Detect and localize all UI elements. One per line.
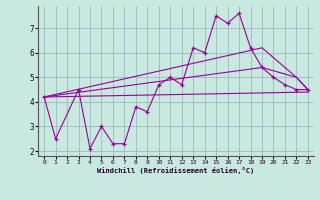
X-axis label: Windchill (Refroidissement éolien,°C): Windchill (Refroidissement éolien,°C)	[97, 167, 255, 174]
